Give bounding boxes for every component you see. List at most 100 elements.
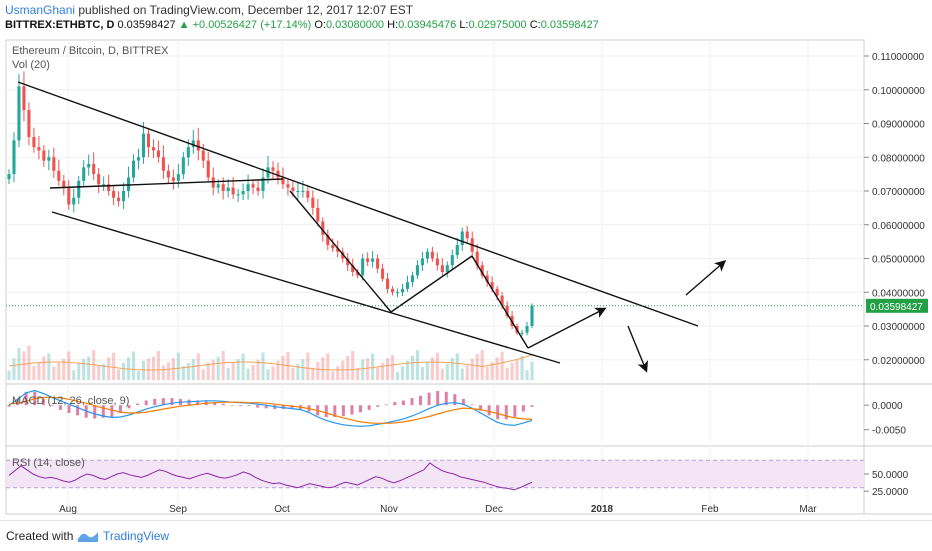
change-arrow-icon: ▲ <box>178 19 190 31</box>
candle-body <box>465 231 469 239</box>
volume-bar <box>415 350 419 380</box>
candle-body <box>216 184 220 188</box>
volume-ma-line <box>8 354 533 371</box>
tradingview-link[interactable]: TradingView <box>103 529 170 543</box>
volume-bar <box>37 363 41 380</box>
candle-body <box>156 150 160 158</box>
trendline-drawings <box>17 81 727 373</box>
price-tick-label: 0.06000000 <box>872 221 925 232</box>
price-pane-title: Ethereum / Bitcoin, D, BITTREX <box>12 45 169 57</box>
low-label: L: <box>459 19 469 31</box>
candle-body <box>331 245 335 249</box>
volume-bar <box>395 372 400 380</box>
candle-body <box>37 147 41 151</box>
volume-bar <box>311 367 315 380</box>
candle-body <box>405 282 410 289</box>
candle-body <box>480 265 484 276</box>
volume-bar <box>231 362 235 380</box>
macd-histogram-bar <box>247 405 251 406</box>
rsi-tick-label: 25.0000 <box>872 487 909 498</box>
macd-histogram-bar <box>76 405 80 416</box>
volume-bar <box>107 357 111 380</box>
volume-bar <box>166 362 170 380</box>
volume-bar <box>117 369 121 380</box>
drop-leg-line <box>289 190 392 313</box>
volume-bar <box>102 364 106 380</box>
volume-bar <box>450 358 454 380</box>
volume-bar <box>122 362 126 380</box>
macd-histogram-bar <box>153 398 157 406</box>
candle-body <box>311 197 315 208</box>
macd-histogram-bar <box>350 405 354 415</box>
published-text: published on TradingView.com, December 1… <box>78 3 414 17</box>
candle-body <box>500 295 504 306</box>
candle-body <box>271 167 275 171</box>
price-tick-label: 0.04000000 <box>872 288 925 299</box>
candle-body <box>450 255 454 266</box>
volume-bar <box>27 345 31 380</box>
macd-histogram-bar <box>136 403 140 406</box>
second-drop-line <box>471 255 529 349</box>
macd-histogram-bar <box>161 398 165 406</box>
high-value: 0.03945476 <box>398 19 457 31</box>
volume-bar <box>7 370 11 380</box>
volume-bar <box>266 369 270 380</box>
volume-bar <box>321 357 325 380</box>
candle-body <box>47 157 51 161</box>
candle-body <box>460 231 464 245</box>
time-tick-label: Sep <box>169 504 187 515</box>
macd-histogram-bar <box>427 392 431 406</box>
candle-body <box>206 160 210 178</box>
candle-body <box>7 174 11 180</box>
volume-bar <box>87 356 91 380</box>
author-link[interactable]: UsmanGhani <box>5 3 76 17</box>
volume-bar <box>251 364 255 380</box>
candle-body <box>77 180 81 198</box>
candle-body <box>366 258 370 262</box>
volume-bar <box>490 362 494 380</box>
footer: Created with TradingView <box>0 520 932 551</box>
volume-bar <box>520 356 524 380</box>
macd-histogram-bar <box>101 405 105 418</box>
candle-body <box>356 272 360 276</box>
candle-body <box>196 140 200 151</box>
price-tick-label: 0.05000000 <box>872 255 925 266</box>
volume-bar <box>405 360 410 380</box>
macd-histogram-bar <box>67 405 71 414</box>
publish-line: UsmanGhani published on TradingView.com,… <box>5 3 413 17</box>
macd-histogram-bar <box>118 405 122 414</box>
candle-body <box>226 187 230 191</box>
candle-body <box>166 170 170 178</box>
volume-bar <box>495 357 499 380</box>
time-tick-label: Mar <box>799 504 817 515</box>
macd-tick-label: -0.0050 <box>872 426 906 437</box>
candle-body <box>261 177 265 191</box>
volume-bar <box>241 353 245 380</box>
candle-body <box>430 251 434 259</box>
candle-body <box>181 157 185 175</box>
volume-bar <box>480 350 484 380</box>
last-price: 0.03598427 <box>117 19 176 31</box>
candle-body <box>321 221 325 235</box>
candle-body <box>425 251 429 259</box>
close-label: C: <box>529 19 541 31</box>
candle-body <box>371 258 375 262</box>
macd-histogram-bar <box>256 405 260 408</box>
candle-body <box>161 157 165 171</box>
macd-histogram-bar <box>41 398 45 406</box>
macd-histogram-bar <box>333 405 337 417</box>
bullish-arrow <box>527 307 607 349</box>
candle-body <box>495 288 499 296</box>
volume-bar <box>316 362 320 380</box>
volume-bar <box>211 359 215 380</box>
volume-bar <box>146 358 151 380</box>
volume-bar <box>131 351 136 380</box>
time-tick-label: Dec <box>485 504 503 515</box>
macd-histogram-bar <box>410 398 414 406</box>
volume-bar <box>151 356 155 380</box>
candle-body <box>530 305 534 326</box>
candle-body <box>420 258 424 266</box>
macd-histogram-bar <box>127 405 131 409</box>
candle-body <box>256 187 260 191</box>
